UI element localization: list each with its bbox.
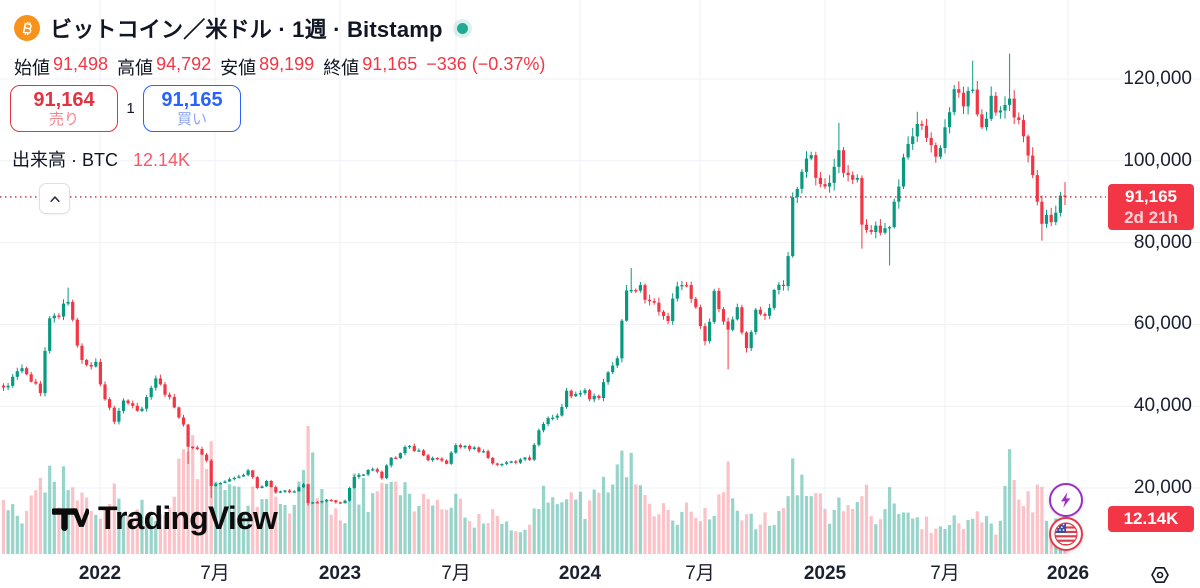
tradingview-logo-icon: [52, 508, 89, 531]
us-flag-button[interactable]: [1049, 517, 1083, 551]
trade-buttons-row: 91,164 売り 1 91,165 買い: [10, 85, 241, 132]
price-axis-label: 80,000: [1133, 231, 1192, 253]
time-axis-label: 2024: [558, 563, 602, 584]
high-value: 94,792: [156, 54, 212, 74]
bitcoin-icon: [14, 15, 40, 41]
volume-value: 12.14K: [133, 150, 191, 170]
time-axis-label: 7月: [441, 563, 471, 584]
price-axis-label: 100,000: [1123, 149, 1192, 171]
price-axis-label: 120,000: [1123, 68, 1192, 89]
collapse-panel-button[interactable]: [39, 183, 70, 214]
close-value: 91,165: [362, 54, 418, 74]
price-axis-label: 20,000: [1133, 476, 1192, 498]
ohlc-row: 始値 91,498 高値 94,792 安値 89,199 終値 91,165 −336…: [14, 54, 548, 80]
candle-countdown: 2d 21h: [1124, 207, 1178, 227]
last-price-value: 91,165: [1125, 186, 1177, 206]
us-flag-icon: [1054, 522, 1078, 546]
price-axis-label: 40,000: [1133, 395, 1192, 417]
time-axis-label: 7月: [200, 563, 230, 584]
high-label: 高値: [117, 58, 154, 78]
time-axis-label: 2023: [318, 563, 362, 584]
price-axis-label: 60,000: [1133, 313, 1192, 335]
time-axis-label: 2026: [1046, 563, 1090, 584]
change-value: −336 (−0.37%): [426, 54, 546, 74]
buy-button[interactable]: 91,165 買い: [143, 85, 241, 132]
market-open-dot[interactable]: [456, 22, 468, 34]
volume-label: 出来高 · BTC: [12, 150, 118, 170]
sell-label: 売り: [48, 111, 79, 128]
open-label: 始値: [14, 58, 50, 78]
settings-icon[interactable]: [1148, 563, 1172, 587]
spread-value: 1: [126, 100, 135, 117]
time-axis[interactable]: 2022 7月 2023 7月 2024 7月 2025 7月 2026: [0, 558, 1200, 588]
volume-row: 出来高 · BTC 12.14K: [12, 146, 190, 172]
low-value: 89,199: [259, 54, 315, 74]
close-label: 終値: [323, 58, 360, 78]
time-axis-label: 7月: [930, 563, 960, 584]
time-axis-label: 2025: [803, 563, 847, 584]
sell-price: 91,164: [33, 89, 95, 111]
tradingview-logo[interactable]: TradingView: [52, 500, 278, 537]
symbol-title-row[interactable]: ビットコイン／米ドル · 1週 · Bitstamp: [14, 12, 468, 44]
time-axis-label: 2022: [78, 563, 122, 584]
buy-price: 91,165: [161, 89, 223, 111]
tradingview-logo-text: TradingView: [98, 500, 278, 536]
buy-label: 買い: [176, 111, 207, 128]
chevron-up-icon: [49, 195, 60, 202]
volume-badge: 12.14K: [1108, 506, 1194, 532]
price-axis[interactable]: 120,000 100,000 80,000 60,000 40,000 20,000: [1090, 0, 1200, 558]
sell-button[interactable]: 91,164 売り: [10, 85, 118, 132]
last-price-badge: 91,165 2d 21h: [1108, 183, 1194, 230]
open-value: 91,498: [53, 54, 109, 74]
symbol-title: ビットコイン／米ドル · 1週 · Bitstamp: [50, 17, 443, 42]
low-label: 安値: [220, 58, 257, 78]
lightning-icon: [1061, 492, 1071, 508]
boost-button[interactable]: [1049, 483, 1083, 517]
time-axis-label: 7月: [685, 563, 715, 584]
